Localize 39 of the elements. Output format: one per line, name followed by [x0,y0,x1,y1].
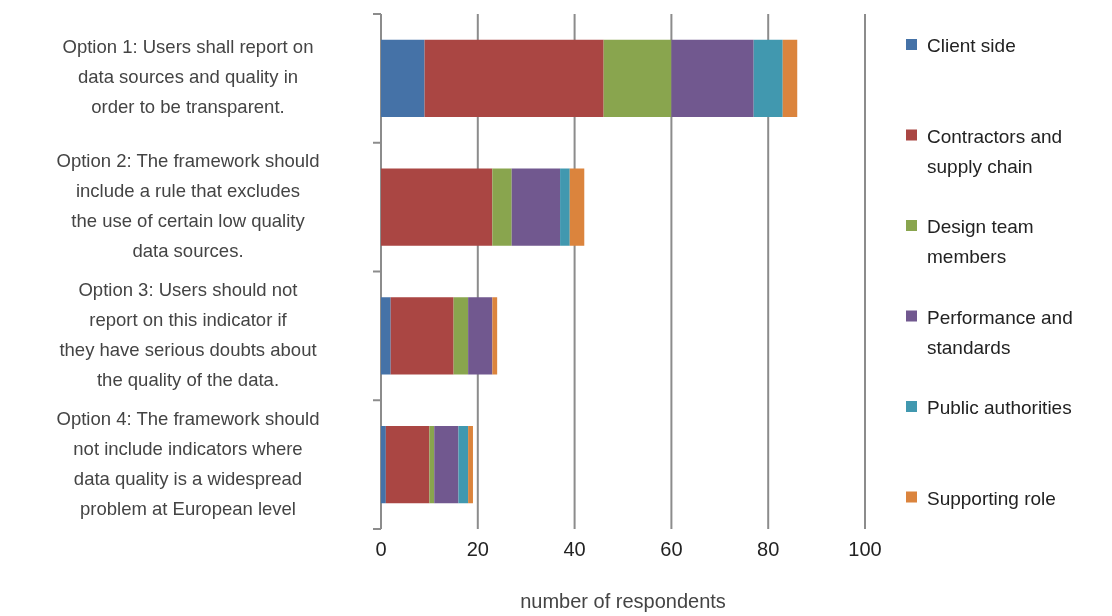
legend-label: Contractors and supply chain [927,125,1063,177]
x-tick-label: 20 [466,538,489,560]
bar [753,39,783,117]
bar [458,426,469,504]
bar [381,426,386,504]
y-tick-label: Option 4: The framework should not include indicators where data quality is a widespread problem at European level [56,407,320,519]
legend-label: Client side [927,35,1016,57]
bar [390,297,454,375]
bar [492,297,498,375]
bar [468,426,473,504]
y-tick-label: Option 2: The framework should include a rule that excludes the use of certain low quality data sources. [56,150,320,262]
bar [468,297,493,375]
x-tick-label: 60 [660,538,683,560]
legend-label: Supporting role [927,487,1056,509]
bar [429,426,435,504]
bar [385,426,430,504]
bar [453,297,469,375]
legend-label: Performance and standards [927,306,1073,358]
y-tick-label: Option 1: Users shall report on data sources and quality in order to be transparent. [62,36,314,118]
x-tick-label: 100 [848,538,882,560]
bar [424,39,604,117]
legend-label: Design team members [927,216,1034,268]
x-tick-label: 80 [757,538,780,560]
bar [381,39,425,117]
bar [782,39,798,117]
bar [671,39,754,117]
x-tick-label: 40 [563,538,586,560]
x-tick-label: 0 [375,538,387,560]
x-axis-title: number of respondents [520,590,726,612]
bar [492,168,512,246]
bar [569,168,585,246]
legend-label: Public authorities [927,397,1072,419]
y-tick-label: Option 3: Users should not report on this indicator if they have serious doubts about the quality of the data. [59,278,317,390]
bar [560,168,570,246]
bar [511,168,561,246]
bar [434,426,459,504]
bar [603,39,672,117]
bar [381,297,391,375]
bar [381,168,493,246]
